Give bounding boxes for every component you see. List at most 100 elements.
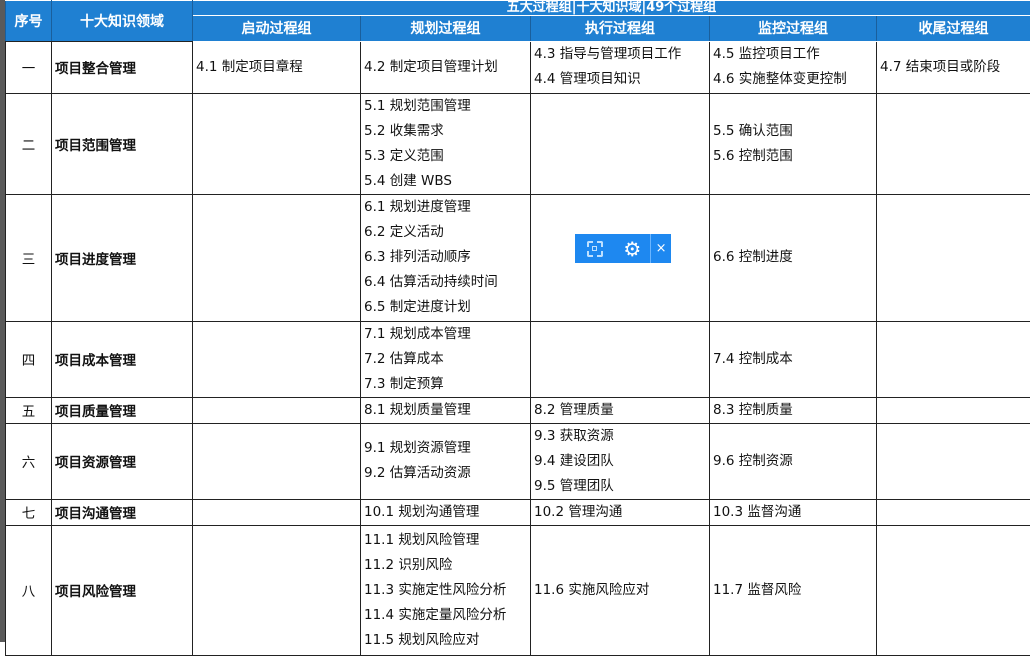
cell-closing[interactable]: 4.7 结束项目或阶段 bbox=[877, 41, 1030, 93]
close-icon: × bbox=[656, 241, 667, 256]
header-closing: 收尾过程组 bbox=[877, 15, 1030, 41]
cell-monitoring[interactable]: 8.3 控制质量 bbox=[710, 397, 877, 423]
knowledge-area[interactable]: 项目质量管理 bbox=[52, 397, 193, 423]
process-item: 5.2 收集需求 bbox=[364, 119, 527, 144]
cell-executing[interactable] bbox=[531, 93, 710, 194]
cell-initiating[interactable] bbox=[193, 423, 361, 499]
process-item: 4.7 结束项目或阶段 bbox=[880, 55, 1027, 80]
knowledge-area[interactable]: 项目范围管理 bbox=[52, 93, 193, 194]
cell-closing[interactable] bbox=[877, 397, 1030, 423]
cell-closing[interactable] bbox=[877, 321, 1030, 397]
process-item: 5.1 规划范围管理 bbox=[364, 94, 527, 119]
process-item: 6.4 估算活动持续时间 bbox=[364, 270, 527, 295]
process-item: 11.6 实施风险应对 bbox=[534, 578, 706, 603]
row-index[interactable]: 二 bbox=[6, 93, 52, 194]
cell-monitoring[interactable]: 9.6 控制资源 bbox=[710, 423, 877, 499]
cell-planning[interactable]: 10.1 规划沟通管理 bbox=[361, 499, 531, 525]
process-item: 9.6 控制资源 bbox=[713, 449, 873, 474]
knowledge-area[interactable]: 项目整合管理 bbox=[52, 41, 193, 93]
process-item: 8.3 控制质量 bbox=[713, 398, 873, 423]
row-index[interactable]: 七 bbox=[6, 499, 52, 525]
process-item: 7.3 制定预算 bbox=[364, 372, 527, 397]
row-index[interactable]: 六 bbox=[6, 423, 52, 499]
cell-planning[interactable]: 8.1 规划质量管理 bbox=[361, 397, 531, 423]
knowledge-area[interactable]: 项目风险管理 bbox=[52, 525, 193, 655]
knowledge-area[interactable]: 项目沟通管理 bbox=[52, 499, 193, 525]
process-item: 10.3 监督沟通 bbox=[713, 500, 873, 525]
cell-executing[interactable]: 11.6 实施风险应对 bbox=[531, 525, 710, 655]
process-item: 4.6 实施整体变更控制 bbox=[713, 67, 873, 92]
process-item: 9.1 规划资源管理 bbox=[364, 436, 527, 461]
cell-initiating[interactable] bbox=[193, 525, 361, 655]
cell-closing[interactable] bbox=[877, 93, 1030, 194]
row-index[interactable]: 一 bbox=[6, 41, 52, 93]
header-index: 序号 bbox=[6, 1, 52, 42]
knowledge-area[interactable]: 项目成本管理 bbox=[52, 321, 193, 397]
cell-executing[interactable] bbox=[531, 321, 710, 397]
cell-monitoring[interactable]: 10.3 监督沟通 bbox=[710, 499, 877, 525]
row-index[interactable]: 八 bbox=[6, 525, 52, 655]
table-row: 五项目质量管理 8.1 规划质量管理 8.2 管理质量 8.3 控制质量 bbox=[6, 397, 1030, 423]
cell-closing[interactable] bbox=[877, 525, 1030, 655]
process-item: 10.2 管理沟通 bbox=[534, 500, 706, 525]
row-index[interactable]: 五 bbox=[6, 397, 52, 423]
close-button[interactable]: × bbox=[650, 234, 671, 263]
gear-icon: ⚙ bbox=[623, 237, 641, 261]
row-index[interactable]: 三 bbox=[6, 194, 52, 321]
header-area: 十大知识领域 bbox=[52, 1, 193, 42]
cell-monitoring[interactable]: 6.6 控制进度 bbox=[710, 194, 877, 321]
process-item: 6.6 控制进度 bbox=[713, 245, 873, 270]
cell-initiating[interactable] bbox=[193, 321, 361, 397]
cell-closing[interactable] bbox=[877, 194, 1030, 321]
cell-initiating[interactable] bbox=[193, 194, 361, 321]
cell-initiating[interactable] bbox=[193, 397, 361, 423]
process-item: 6.3 排列活动顺序 bbox=[364, 245, 527, 270]
cell-initiating[interactable] bbox=[193, 499, 361, 525]
knowledge-area[interactable]: 项目进度管理 bbox=[52, 194, 193, 321]
process-item: 9.5 管理团队 bbox=[534, 474, 706, 499]
header-monitoring: 监控过程组 bbox=[710, 15, 877, 41]
process-item: 8.1 规划质量管理 bbox=[364, 398, 527, 423]
cell-initiating[interactable]: 4.1 制定项目章程 bbox=[193, 41, 361, 93]
process-item: 7.4 控制成本 bbox=[713, 347, 873, 372]
process-item: 4.4 管理项目知识 bbox=[534, 67, 706, 92]
settings-button[interactable]: ⚙ bbox=[615, 234, 651, 263]
cell-executing[interactable]: 10.2 管理沟通 bbox=[531, 499, 710, 525]
process-item: 4.5 监控项目工作 bbox=[713, 42, 873, 67]
header-planning: 规划过程组 bbox=[361, 15, 531, 41]
cell-monitoring[interactable]: 7.4 控制成本 bbox=[710, 321, 877, 397]
process-item: 9.4 建设团队 bbox=[534, 449, 706, 474]
row-index[interactable]: 四 bbox=[6, 321, 52, 397]
process-item: 11.2 识别风险 bbox=[364, 553, 527, 578]
process-item: 11.7 监督风险 bbox=[713, 578, 873, 603]
process-item: 5.6 控制范围 bbox=[713, 144, 873, 169]
cell-planning[interactable]: 4.2 制定项目管理计划 bbox=[361, 41, 531, 93]
process-item: 10.1 规划沟通管理 bbox=[364, 500, 527, 525]
cell-closing[interactable] bbox=[877, 499, 1030, 525]
cell-initiating[interactable] bbox=[193, 93, 361, 194]
cell-closing[interactable] bbox=[877, 423, 1030, 499]
knowledge-area[interactable]: 项目资源管理 bbox=[52, 423, 193, 499]
cell-executing[interactable]: 8.2 管理质量 bbox=[531, 397, 710, 423]
process-item: 11.5 规划风险应对 bbox=[364, 628, 527, 653]
screenshot-button[interactable] bbox=[575, 234, 615, 263]
cell-monitoring[interactable]: 11.7 监督风险 bbox=[710, 525, 877, 655]
header-initiating: 启动过程组 bbox=[193, 15, 361, 41]
process-item: 8.2 管理质量 bbox=[534, 398, 706, 423]
process-item: 11.1 规划风险管理 bbox=[364, 528, 527, 553]
process-item: 5.3 定义范围 bbox=[364, 144, 527, 169]
